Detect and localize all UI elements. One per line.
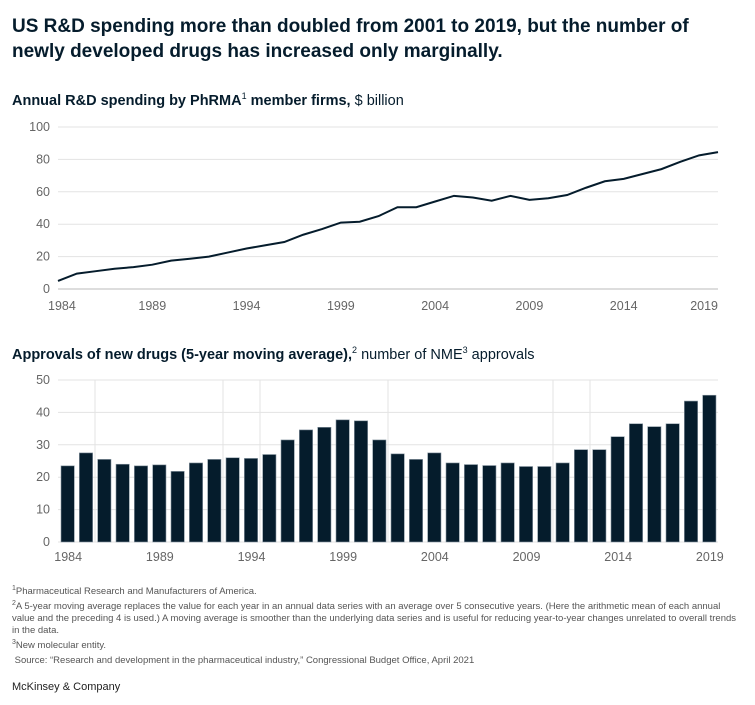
t1d: $ billion — [350, 92, 404, 109]
bar-1994 — [244, 458, 258, 543]
bar-1998 — [317, 427, 332, 543]
x-tick-label: 2009 — [513, 550, 541, 564]
footnote-marker: 2 — [12, 600, 16, 608]
t2b: 2 — [352, 345, 358, 355]
t2e: approvals — [467, 346, 535, 363]
footnote-marker: 3 — [12, 639, 16, 647]
x-tick-label: 2014 — [604, 550, 632, 564]
x-tick-label: 1999 — [329, 550, 357, 564]
bar-2010 — [537, 466, 552, 543]
brand-logo: McKinsey & Company — [12, 681, 121, 693]
y-tick-label: 20 — [36, 470, 50, 484]
bar-1985 — [79, 452, 93, 543]
footnote-text: New molecular entity. — [15, 640, 107, 652]
bar-2014 — [610, 436, 625, 543]
footnotes: 1Pharmaceutical Research and Manufacture… — [12, 583, 742, 668]
bar-1988 — [134, 465, 148, 543]
bar-2001 — [372, 439, 387, 543]
bar-2008 — [500, 462, 515, 543]
y-tick-label: 80 — [36, 152, 50, 166]
x-tick-label: 1984 — [48, 299, 76, 313]
x-tick-label: 2014 — [610, 299, 638, 313]
bar-2006 — [464, 464, 478, 543]
bar-2000 — [354, 420, 368, 543]
rd-spending-line — [57, 151, 719, 282]
x-tick-label: 1994 — [238, 550, 266, 564]
bar-1989 — [152, 464, 167, 543]
x-tick-label: 2019 — [690, 299, 718, 313]
bar-2015 — [629, 423, 643, 543]
x-tick-label: 2009 — [516, 299, 544, 313]
footnote-text: Source: “Research and development in the… — [12, 655, 475, 667]
bar-1990 — [170, 471, 185, 543]
t1c: member firms, — [246, 92, 351, 109]
y-tick-label: 20 — [36, 250, 50, 264]
bar-2002 — [390, 453, 405, 543]
y-tick-label: 10 — [36, 503, 50, 517]
bar-1997 — [299, 429, 313, 543]
footnote: 2A 5-year moving average replaces the va… — [12, 598, 742, 637]
x-tick-label: 1989 — [138, 299, 166, 313]
y-tick-label: 60 — [36, 185, 50, 199]
x-tick-label: 1989 — [146, 550, 174, 564]
x-tick-label: 1984 — [54, 550, 82, 564]
figure-title: US R&D spending more than doubled from 2… — [12, 16, 689, 62]
bar-2005 — [445, 462, 460, 543]
footnote: 3New molecular entity. — [12, 637, 742, 652]
t2a: Approvals of new drugs (5-year moving av… — [12, 346, 353, 363]
bar-chart-title: Approvals of new drugs (5-year moving av… — [12, 345, 535, 363]
x-tick-label: 2019 — [696, 550, 724, 564]
y-tick-label: 0 — [43, 282, 50, 296]
y-tick-label: 50 — [36, 373, 50, 387]
y-tick-label: 40 — [36, 217, 50, 231]
bar-1996 — [280, 439, 295, 543]
footnote: Source: “Research and development in the… — [12, 652, 742, 667]
bar-1986 — [97, 459, 112, 543]
bar-2004 — [427, 452, 442, 543]
line-chart-title: Annual R&D spending by PhRMA1 member fir… — [12, 91, 404, 109]
t1b: 1 — [241, 91, 247, 101]
bar-2011 — [555, 462, 570, 543]
bar-2013 — [592, 449, 607, 543]
bar-2003 — [409, 459, 423, 543]
bar-1995 — [262, 454, 277, 543]
x-tick-label: 1994 — [233, 299, 261, 313]
x-tick-label: 1999 — [327, 299, 355, 313]
x-tick-label: 2004 — [421, 550, 449, 564]
bar-2012 — [574, 449, 588, 543]
bar-1987 — [115, 463, 130, 543]
bar-1993 — [225, 457, 240, 543]
y-tick-label: 30 — [36, 438, 50, 452]
footnote-marker: 1 — [12, 585, 16, 592]
y-tick-label: 40 — [36, 405, 50, 419]
bar-1999 — [335, 419, 350, 543]
bar-1984 — [60, 465, 75, 543]
y-tick-label: 100 — [29, 120, 50, 134]
x-tick-label: 2004 — [421, 299, 449, 313]
bar-2019 — [702, 394, 717, 543]
bar-1992 — [207, 459, 222, 543]
t2d: 3 — [462, 345, 468, 355]
bar-2016 — [647, 426, 662, 543]
bar-2007 — [482, 465, 497, 543]
t2c: number of NME — [357, 346, 463, 363]
y-tick-label: 0 — [43, 535, 50, 549]
footnote: 1Pharmaceutical Research and Manufacture… — [12, 583, 742, 598]
bar-2018 — [684, 400, 698, 543]
bar-2017 — [665, 423, 680, 543]
t1a: Annual R&D spending by PhRMA — [12, 92, 242, 109]
bar-2009 — [519, 466, 533, 543]
footnote-text: Pharmaceutical Research and Manufacturer… — [15, 586, 257, 598]
footnote-text: A 5-year moving average replaces the val… — [12, 601, 737, 637]
bar-1991 — [189, 462, 203, 543]
